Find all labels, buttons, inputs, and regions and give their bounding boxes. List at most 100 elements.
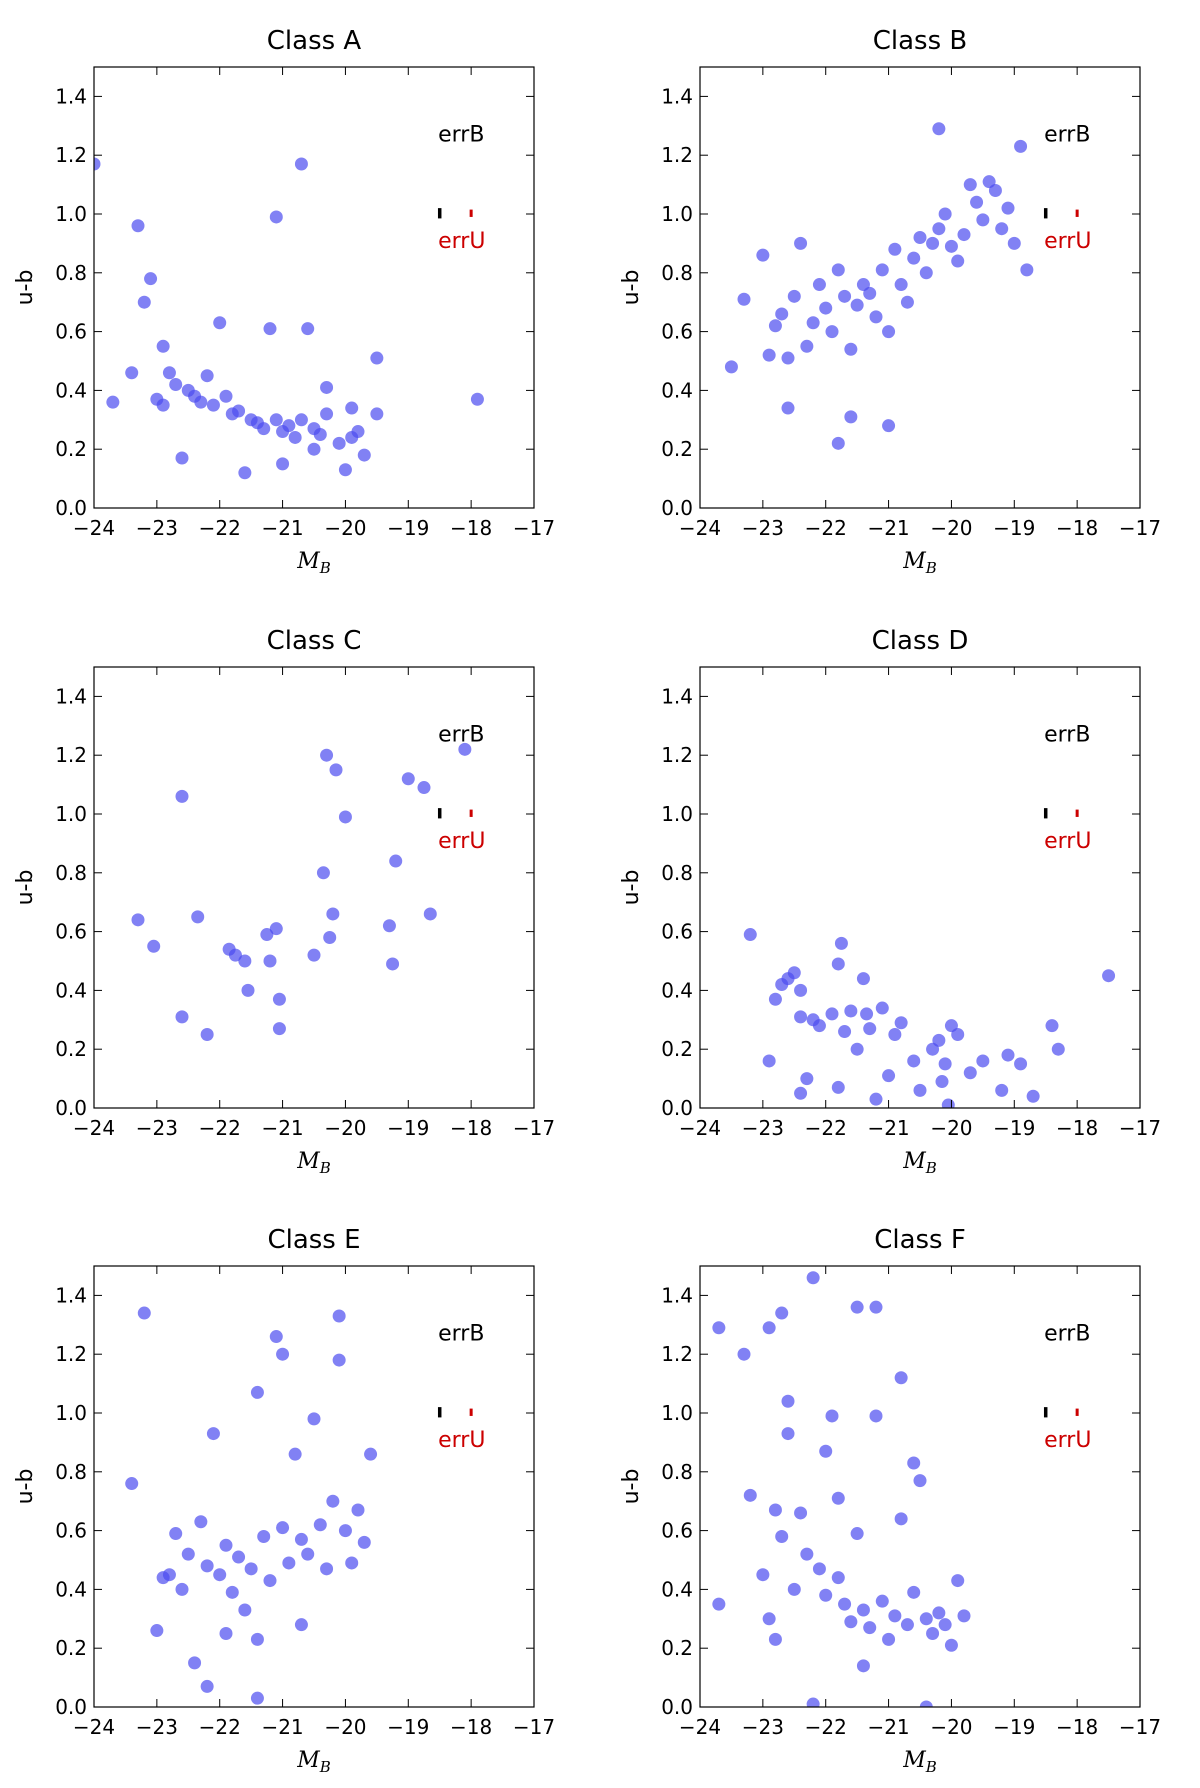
y-tick-label: 1.0: [661, 802, 693, 826]
x-tick-label: −18: [1056, 516, 1098, 540]
data-point: [781, 351, 795, 365]
x-tick-label: −19: [993, 1116, 1035, 1140]
x-tick-label: −19: [993, 1715, 1035, 1739]
x-tick-label: −19: [387, 1116, 429, 1140]
data-point: [200, 1679, 214, 1693]
scatter-points: [743, 928, 1116, 1108]
data-point: [819, 301, 833, 315]
data-point: [162, 366, 176, 380]
x-axis-label-subscript: B: [925, 1159, 937, 1177]
data-point: [1020, 263, 1034, 277]
data-point: [850, 298, 864, 312]
chart-panel-0: Class A −24 −23 −22 −21 −20 −19 −18 −17 0.0 0.2 0.4…: [13, 26, 555, 577]
data-point: [812, 1019, 826, 1033]
data-point: [219, 1538, 233, 1552]
errB-label: errB: [438, 123, 484, 148]
data-point: [188, 1656, 202, 1670]
y-tick-label: 0.6: [661, 1519, 693, 1543]
x-tick-label: −23: [742, 1715, 784, 1739]
data-point: [332, 436, 346, 450]
data-point: [812, 1562, 826, 1576]
data-point: [775, 307, 789, 321]
data-point: [938, 1618, 952, 1632]
y-tick-label: 0.6: [55, 320, 87, 344]
y-tick-label: 1.4: [661, 684, 693, 708]
data-point: [831, 1491, 845, 1505]
data-point: [470, 392, 484, 406]
data-point: [272, 992, 286, 1006]
data-point: [800, 1547, 814, 1561]
data-point: [206, 398, 220, 412]
plot-frame: [93, 666, 535, 1109]
data-point: [326, 1494, 340, 1508]
data-point: [269, 210, 283, 224]
data-point: [970, 195, 984, 209]
data-point: [869, 1409, 883, 1423]
x-tick-label: −22: [805, 1116, 847, 1140]
errU-label: errU: [438, 229, 485, 254]
y-tick-label: 0.2: [55, 1636, 87, 1660]
data-point: [863, 1022, 877, 1036]
x-axis-label-subscript: B: [319, 559, 331, 577]
x-tick-label: −23: [136, 516, 178, 540]
y-tick-label: 1.2: [661, 1342, 693, 1366]
scatter-points: [724, 122, 1034, 450]
y-tick-label: 1.4: [661, 1283, 693, 1307]
data-point: [357, 448, 371, 462]
data-point: [844, 342, 858, 356]
data-point: [250, 1385, 264, 1399]
data-point: [831, 1080, 845, 1094]
data-point: [1051, 1042, 1065, 1056]
data-point: [276, 457, 290, 471]
x-axis-label-main: M: [296, 549, 320, 574]
y-tick-label: 0.8: [661, 861, 693, 885]
y-tick-label: 0.0: [55, 496, 87, 520]
data-point: [225, 1585, 239, 1599]
data-point: [850, 1527, 864, 1541]
data-point: [263, 1574, 277, 1588]
data-point: [743, 928, 757, 942]
data-point: [106, 395, 120, 409]
data-point: [919, 1700, 933, 1707]
data-point: [938, 1057, 952, 1071]
data-point: [345, 1556, 359, 1570]
data-point: [907, 251, 921, 265]
data-point: [976, 213, 990, 227]
y-tick-label: 0.0: [661, 1096, 693, 1120]
x-tick-label: −24: [73, 1715, 115, 1739]
data-point: [894, 1512, 908, 1526]
data-point: [175, 1010, 189, 1024]
x-tick-label: −17: [1119, 1116, 1161, 1140]
data-point: [932, 122, 946, 136]
data-point: [844, 410, 858, 424]
data-point: [844, 1004, 858, 1018]
data-point: [200, 1028, 214, 1041]
data-point: [156, 339, 170, 353]
chart-panel-2: Class C −24 −23 −22 −21 −20 −19 −18 −17 0.0 0.2 0.4…: [13, 626, 555, 1177]
data-point: [175, 789, 189, 803]
y-tick-label: 0.8: [661, 1460, 693, 1484]
data-point: [131, 913, 145, 927]
data-point: [269, 413, 283, 427]
data-point: [806, 1271, 820, 1285]
y-axis-label: u-b: [619, 870, 644, 906]
x-tick-label: −24: [73, 1116, 115, 1140]
data-point: [712, 1321, 726, 1335]
x-axis-label: MB: [902, 549, 937, 577]
data-point: [882, 419, 896, 433]
data-point: [316, 866, 330, 880]
chart-panel-4: Class E −24 −23 −22 −21 −20 −19 −18 −17 0.0 0.2 0.4…: [13, 1225, 555, 1776]
data-point: [238, 1603, 252, 1617]
data-point: [370, 351, 384, 365]
x-tick-label: −19: [387, 1715, 429, 1739]
data-point: [944, 239, 958, 253]
y-axis-label: u-b: [13, 1469, 38, 1505]
data-point: [320, 748, 334, 762]
x-tick-label: −21: [261, 1715, 303, 1739]
data-point: [831, 957, 845, 971]
y-axis-label: u-b: [13, 870, 38, 906]
errB-label: errB: [1044, 1322, 1090, 1347]
data-point: [856, 1603, 870, 1617]
x-axis-label: MB: [902, 1149, 937, 1177]
data-point: [787, 1582, 801, 1596]
